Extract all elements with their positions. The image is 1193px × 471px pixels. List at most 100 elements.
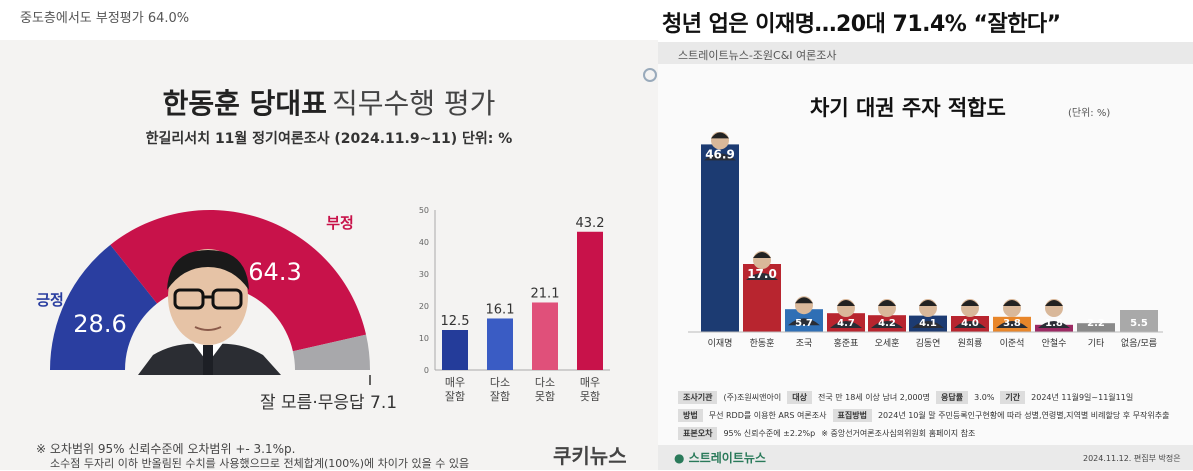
candidate-portrait (788, 296, 820, 326)
unit-label: (단위: %) (1068, 108, 1111, 119)
bar (487, 318, 513, 370)
candidate-portrait (871, 299, 903, 328)
candidate-value-label: 46.9 (705, 147, 735, 161)
candidate-value-label: 17.0 (747, 267, 777, 281)
candidate-name-label: 이재명 (708, 338, 733, 349)
leader-line (72, 299, 86, 313)
candidate-value-label: 4.0 (961, 318, 979, 329)
info-key: 방법 (678, 408, 703, 422)
info-value: 2024년 10월 말 주민등록인구현황에 따라 성별,연령별,지역별 비례할당… (877, 410, 1170, 420)
info-row: 표본오차 95% 신뢰수준에 ±2.2%p ※ 중앙선거여론조사심의위원회 홈페이지… (678, 425, 1168, 441)
bar (577, 231, 603, 370)
candidate-name-label: 한동훈 (750, 337, 775, 349)
bar-value-label: 12.5 (441, 314, 470, 329)
kuki-news-logo: 쿠키뉴스 (553, 444, 627, 468)
candidate-bar (1035, 324, 1073, 332)
portrait-photo (138, 249, 281, 375)
graphic-title: 차기 대권 주자 적합도 (810, 96, 1006, 120)
title-light: 직무수행 평가 (331, 87, 496, 120)
bar-category-label: 다소 (535, 376, 555, 389)
right-news-panel: 청년 업은 이재명…20대 71.4% “잘한다” 스트레이트뉴스-조원C&I … (658, 0, 1193, 470)
info-key: 조사기관 (678, 390, 718, 404)
candidate-value-label: 4.7 (837, 318, 855, 329)
y-tick-label: 0 (424, 366, 429, 375)
chart-subtitle: 한길리서치 11월 정기여론조사 (2024.11.9~11) 단위: % (145, 131, 513, 147)
info-key: 기간 (1000, 390, 1026, 404)
source-label: 스트레이트뉴스-조원C&I 여론조사 (678, 49, 837, 62)
candidate-name-label: 홍준표 (834, 337, 859, 349)
graphic-card: 스트레이트뉴스-조원C&I 여론조사 차기 대권 주자 적합도 (단위: %) … (658, 42, 1193, 470)
bar-value-label: 16.1 (486, 302, 515, 317)
candidate-name-label: 조국 (796, 338, 813, 349)
candidate-portrait (1038, 299, 1070, 328)
info-key: 표본오차 (678, 426, 718, 440)
candidate-portrait (912, 299, 944, 328)
candidate-name-label: 없음/모름 (1121, 338, 1157, 349)
title-bold: 한동훈 당대표 (162, 87, 327, 120)
footnote-2: 소수점 두자리 이하 반올림된 수치를 사용했으므로 전체합계(100%)에 차… (50, 457, 470, 470)
candidate-name-label: 김동연 (916, 337, 941, 349)
slice-name: 부정 (326, 214, 354, 232)
chart-title: 한동훈 당대표 직무수행 평가 (0, 82, 658, 122)
candidate-name-label: 안철수 (1042, 338, 1067, 349)
bar-category-label: 다소 (490, 376, 510, 389)
bar-category-label: 잘함 (445, 390, 465, 403)
candidate-bar (1120, 310, 1158, 332)
candidate-value-label: 1.8 (1045, 318, 1063, 329)
info-value: 무선 RDD를 이용한 ARS 여론조사 (708, 410, 827, 420)
candidate-bar-chart: 46.9 이재명 17.0 한동훈 5.7 조국 4.7 홍준표 4.2 오세훈 4.1 김동연 4.0… (688, 132, 1163, 349)
candidate-name-label: 원희룡 (958, 337, 983, 349)
candidate-portrait (704, 132, 736, 161)
y-tick-label: 30 (419, 270, 429, 279)
bar-category-label: 매우 (445, 376, 465, 389)
bar-value-label: 21.1 (531, 286, 560, 301)
candidate-value-label: 5.7 (795, 318, 813, 329)
donut-slice (50, 244, 158, 370)
donut-slice (292, 334, 370, 370)
info-value: 전국 만 18세 이상 남녀 2,000명 (817, 392, 930, 402)
y-tick-label: 40 (419, 238, 429, 247)
info-key: 응답률 (936, 390, 969, 404)
top-caption: 중도층에서도 부정평가 64.0% (20, 11, 190, 26)
bar-category-label: 못함 (535, 390, 555, 403)
straight-news-logo: ● 스트레이트뉴스 (674, 451, 766, 465)
candidate-value-label: 4.1 (919, 318, 937, 329)
slice-value: 28.6 (73, 310, 126, 338)
bar (442, 330, 468, 370)
candidate-value-label: 4.2 (878, 318, 896, 329)
slice-label: 잘 모름·무응답 7.1 (260, 393, 397, 413)
y-tick-label: 50 (419, 206, 429, 215)
candidate-bar (701, 144, 739, 332)
info-value: 3.0% (974, 392, 995, 402)
info-value: 2024년 11월9일~11월11일 (1031, 392, 1134, 402)
left-news-panel: 중도층에서도 부정평가 64.0% 한동훈 당대표 직무수행 평가 한길리서치 … (0, 0, 658, 470)
slice-value: 64.3 (248, 258, 301, 286)
bar-value-label: 43.2 (576, 216, 605, 231)
candidate-name-label: 이준석 (1000, 338, 1025, 349)
candidate-name-label: 오세훈 (875, 337, 900, 349)
info-value: (주)조원씨앤아이 (723, 392, 782, 402)
info-row: 방법 무선 RDD를 이용한 ARS 여론조사 표집방법 2024년 10월 말 주민… (678, 407, 1170, 423)
bar-category-label: 잘함 (490, 390, 510, 403)
expand-icon[interactable] (643, 68, 657, 82)
headline: 청년 업은 이재명…20대 71.4% “잘한다” (662, 12, 1061, 37)
y-tick-label: 10 (419, 334, 429, 343)
source-bar (658, 42, 1193, 64)
candidate-value-label: 3.8 (1003, 318, 1021, 329)
bar-category-label: 못함 (580, 390, 600, 403)
info-row: 조사기관 (주)조원씨앤아이 대상 전국 만 18세 이상 남녀 2,000명 응답률 3… (678, 389, 1168, 405)
candidate-value-label: 2.2 (1087, 318, 1105, 329)
footnote-1: ※ 오차범위 95% 신뢰수준에 오차범위 +- 3.1%p. (36, 442, 296, 456)
y-tick-label: 20 (419, 302, 429, 311)
info-value: 95% 신뢰수준에 ±2.2%p (723, 428, 816, 438)
caption-bar (0, 0, 658, 40)
bar-category-label: 매우 (580, 376, 600, 389)
footer-bar (658, 445, 1193, 470)
date-credit: 2024.11.12. 편집부 박정은 (1083, 454, 1181, 463)
candidate-name-label: 기타 (1088, 338, 1105, 349)
info-key: 대상 (787, 390, 812, 404)
candidate-value-label: 5.5 (1130, 318, 1148, 329)
bar (532, 302, 558, 370)
info-value: ※ 중앙선거여론조사심의위원회 홈페이지 참조 (821, 428, 976, 438)
